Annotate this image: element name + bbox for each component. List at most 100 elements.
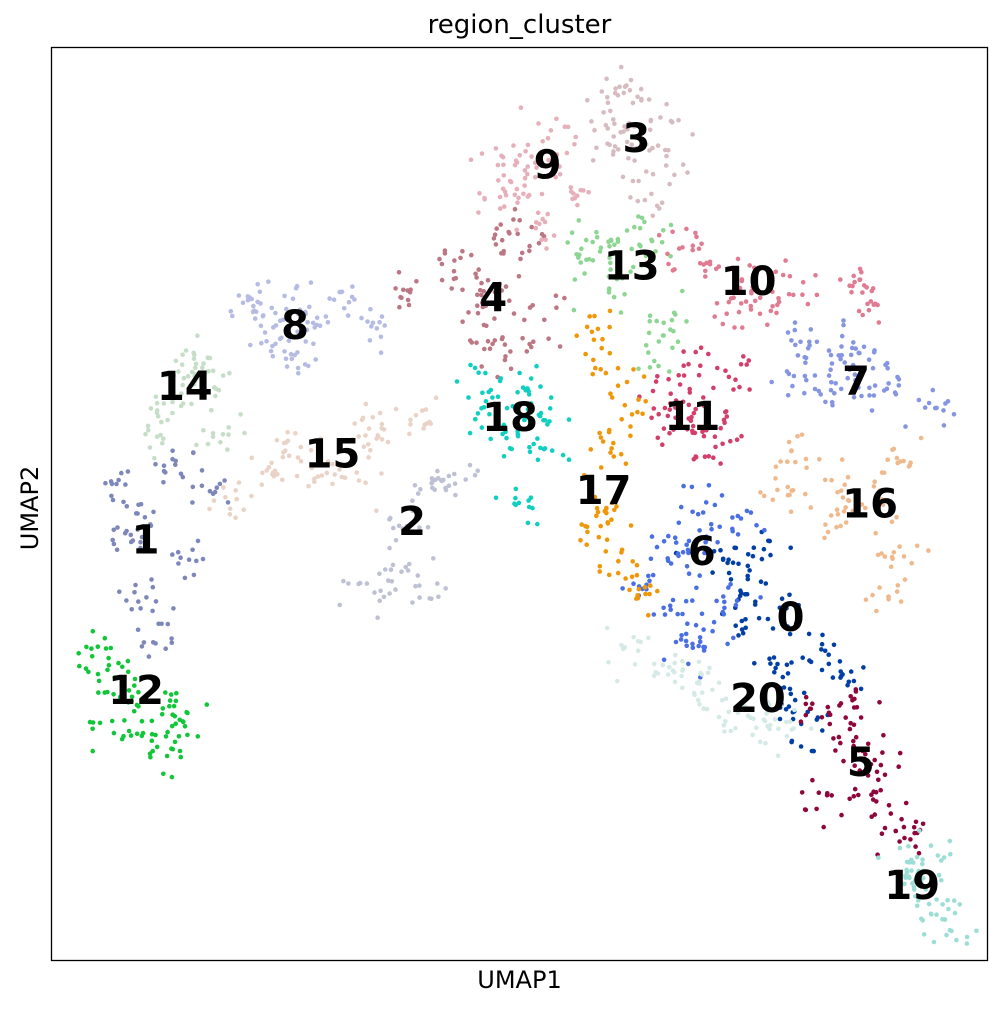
cluster-20-point [763, 740, 768, 746]
cluster-4-point [491, 236, 497, 241]
cluster-8-point [252, 308, 257, 314]
cluster-12-point [167, 703, 172, 709]
cluster-7-point [823, 399, 828, 405]
cluster-20-point [791, 726, 796, 731]
cluster-6-point [673, 639, 679, 645]
cluster-5-point [882, 825, 888, 831]
cluster-19-point [948, 851, 953, 857]
cluster-4-point [494, 226, 500, 231]
cluster-6-point [726, 585, 731, 590]
cluster-14-point [154, 400, 160, 406]
cluster-5-point [869, 792, 874, 797]
cluster-16-point [879, 551, 884, 556]
cluster-20-point [673, 652, 678, 658]
cluster-7-point [916, 397, 922, 403]
cluster-13-point [669, 317, 675, 323]
cluster-12-point [148, 754, 153, 760]
cluster-7-point [930, 387, 936, 393]
cluster-9-point [586, 189, 591, 195]
cluster-4-point [460, 319, 465, 325]
cluster-9-point [468, 157, 474, 163]
cluster-9-point [496, 178, 501, 183]
cluster-12-point [120, 664, 125, 670]
cluster-14-point [152, 455, 157, 461]
cluster-11-point [651, 406, 657, 411]
cluster-6-point [706, 483, 712, 488]
cluster-17-point [635, 409, 640, 415]
cluster-0-point [780, 674, 786, 680]
cluster-6-point [717, 524, 722, 530]
cluster-16-point [808, 505, 814, 510]
cluster-18-point [560, 452, 566, 458]
cluster-18-point [488, 387, 494, 393]
cluster-6-point [730, 515, 735, 520]
cluster-4-point [396, 270, 402, 275]
cluster-3-point [620, 174, 626, 180]
cluster-16-point [770, 497, 776, 503]
cluster-11-point [726, 374, 732, 380]
cluster-9-point [544, 246, 549, 251]
cluster-11-point [701, 395, 706, 400]
cluster-9-point [572, 142, 577, 147]
cluster-10-point [690, 247, 695, 253]
cluster-15-point [407, 431, 412, 437]
cluster-1-point [169, 636, 174, 641]
cluster-4-point [482, 346, 487, 352]
cluster-11-point [681, 373, 687, 378]
cluster-10-point [684, 226, 689, 232]
cluster-20-point [667, 664, 672, 670]
cluster-7-point [829, 361, 835, 366]
cluster-18-point [480, 390, 485, 396]
cluster-6-point [685, 621, 690, 626]
cluster-14-point [153, 394, 159, 400]
cluster-3-point [666, 148, 671, 153]
cluster-8-point [257, 289, 263, 295]
cluster-label-11: 11 [665, 394, 721, 440]
cluster-17-point [606, 572, 612, 578]
cluster-2-point [386, 578, 391, 583]
cluster-7-point [851, 340, 856, 345]
cluster-2-point [410, 508, 416, 514]
cluster-6-point [712, 502, 718, 508]
cluster-1-point [173, 458, 178, 464]
cluster-17-point [598, 435, 604, 440]
cluster-17-point [609, 500, 615, 506]
cluster-1-point [190, 500, 195, 505]
cluster-6-point [735, 513, 741, 519]
cluster-13-point [606, 239, 611, 244]
cluster-0-point [772, 670, 777, 675]
cluster-14-point [201, 428, 206, 433]
cluster-19-point [928, 843, 934, 848]
cluster-17-point [634, 562, 640, 568]
cluster-2-point [412, 483, 418, 488]
cluster-label-7: 7 [842, 359, 870, 405]
cluster-label-5: 5 [847, 740, 875, 786]
cluster-13-point [668, 222, 674, 228]
cluster-0-point [743, 617, 748, 622]
cluster-10-point [703, 274, 708, 279]
cluster-5-point [863, 751, 868, 757]
cluster-5-point [865, 741, 871, 747]
cluster-16-point [898, 599, 904, 604]
cluster-4-point [557, 344, 563, 349]
cluster-8-point [282, 349, 287, 354]
cluster-20-point [701, 706, 706, 711]
cluster-8-point [311, 341, 316, 347]
cluster-12-point [150, 748, 155, 754]
cluster-10-point [693, 230, 698, 236]
cluster-10-point [768, 308, 774, 314]
cluster-9-point [508, 179, 514, 185]
cluster-17-point [590, 371, 595, 377]
cluster-8-point [255, 281, 260, 287]
cluster-10-point [752, 265, 757, 271]
cluster-9-point [545, 136, 551, 141]
cluster-3-point [643, 142, 649, 147]
cluster-4-point [492, 289, 498, 295]
cluster-14-point [191, 382, 197, 387]
cluster-1-point [109, 493, 114, 499]
cluster-17-point [591, 357, 596, 363]
cluster-17-point [604, 537, 610, 542]
cluster-18-point [501, 454, 507, 459]
cluster-7-point [798, 339, 803, 345]
cluster-9-point [477, 191, 482, 196]
